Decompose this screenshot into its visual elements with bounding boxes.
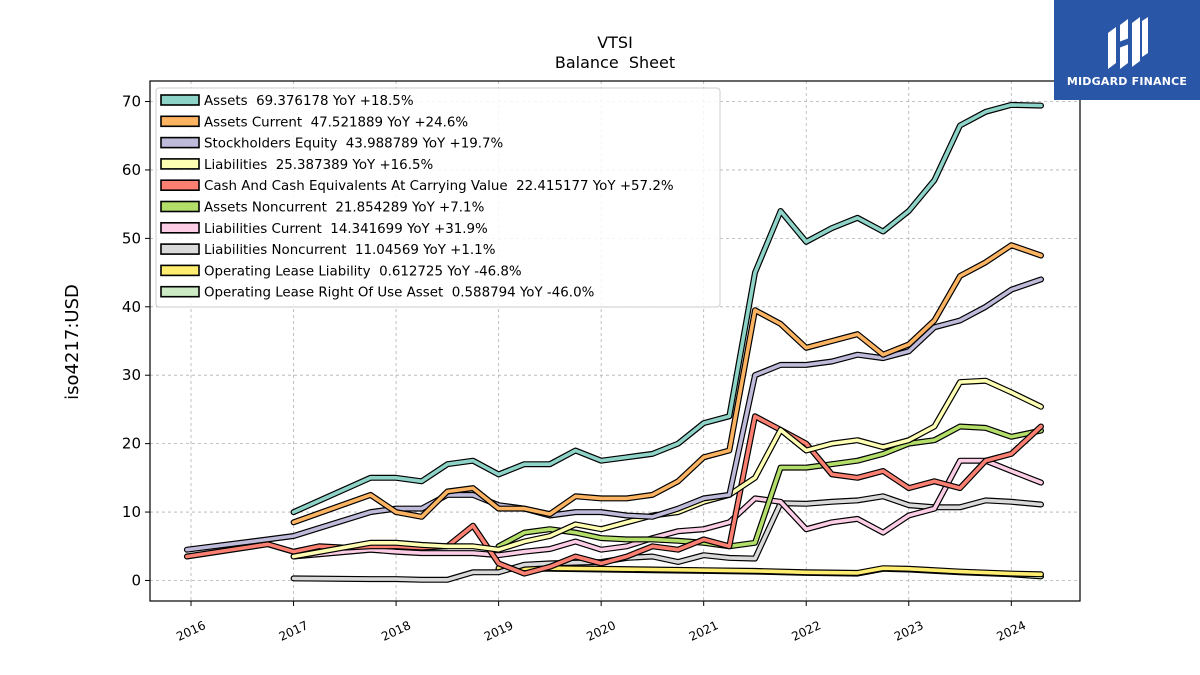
y-tick-label: 0 (131, 571, 141, 589)
legend-label: Stockholders Equity 43.988789 YoY +19.7% (204, 137, 503, 152)
legend-swatch (160, 200, 200, 213)
legend-item: Stockholders Equity 43.988789 YoY +19.7% (160, 136, 503, 152)
legend-swatch (160, 222, 200, 234)
series-line (290, 101, 1044, 516)
series-line-outline (290, 377, 1044, 560)
legend-swatch (160, 94, 200, 106)
chart-title: VTSI (597, 33, 633, 52)
x-tick-label: 2022 (789, 618, 823, 644)
series-line (183, 413, 1044, 577)
y-tick-label: 10 (122, 503, 141, 521)
series-line (290, 242, 1044, 526)
series-line-stroke (496, 566, 1043, 577)
y-axis-label: iso4217:USD (62, 284, 83, 400)
legend-label: Assets Noncurrent 21.854289 YoY +7.1% (204, 201, 484, 216)
x-tick-label: 2019 (482, 618, 516, 644)
series-line-stroke (291, 243, 1043, 525)
chart-subtitle: Balance Sheet (555, 53, 675, 72)
series-line-stroke (291, 458, 1043, 559)
legend-item: Liabilities Current 14.341699 YoY +31.9% (160, 222, 488, 237)
series-line-stroke (185, 414, 1043, 576)
legend-swatch (160, 264, 200, 277)
legend-swatch (160, 285, 200, 298)
logo-text: MIDGARD FINANCE (1066, 74, 1188, 88)
legend-label: Assets 69.376178 YoY +18.5% (204, 94, 414, 109)
midgard-logo-icon (1108, 16, 1148, 69)
legend-label: Assets Current 47.521889 YoY +24.6% (204, 115, 468, 130)
x-tick-label: 2020 (584, 618, 618, 644)
legend-swatch (160, 115, 200, 128)
x-tick-label: 2023 (892, 618, 926, 644)
legend-swatch (160, 158, 200, 170)
legend-label: Operating Lease Right Of Use Asset 0.588… (204, 286, 594, 301)
series-line-stroke (496, 424, 1043, 549)
series-line (290, 457, 1044, 560)
legend-swatch (160, 136, 200, 149)
legend-item: Operating Lease Right Of Use Asset 0.588… (160, 285, 594, 301)
legend-label: Liabilities Noncurrent 11.04569 YoY +1.1… (204, 243, 495, 258)
legend-swatch (160, 179, 200, 191)
series-line (495, 565, 1044, 578)
series-line-stroke (291, 494, 1043, 582)
legend-label: Cash And Cash Equivalents At Carrying Va… (204, 179, 674, 194)
series-line-stroke (291, 103, 1043, 514)
legend-item: Cash And Cash Equivalents At Carrying Va… (160, 179, 674, 194)
y-tick-label: 70 (122, 93, 141, 111)
legend-item: Liabilities 25.387389 YoY +16.5% (160, 158, 433, 173)
legend-item: Assets Current 47.521889 YoY +24.6% (160, 115, 468, 130)
series-line-stroke (291, 378, 1043, 559)
midgard-finance-logo: MIDGARD FINANCE (1054, 0, 1200, 100)
y-tick-label: 50 (122, 229, 141, 247)
series-layer (183, 101, 1044, 583)
legend-item: Assets 69.376178 YoY +18.5% (160, 94, 414, 109)
x-tick-label: 2024 (995, 618, 1029, 644)
legend-swatch (160, 243, 200, 255)
y-tick-label: 20 (122, 435, 141, 453)
legend-item: Assets Noncurrent 21.854289 YoY +7.1% (160, 200, 484, 216)
x-tick-label: 2018 (379, 618, 413, 644)
series-line (290, 377, 1044, 560)
series-line (183, 276, 1044, 553)
y-tick-label: 30 (122, 366, 141, 384)
x-tick-label: 2021 (687, 618, 721, 644)
series-line (495, 423, 1044, 550)
legend-item: Liabilities Noncurrent 11.04569 YoY +1.1… (160, 243, 495, 258)
plot-frame (149, 80, 1081, 602)
legend-label: Operating Lease Liability 0.612725 YoY -… (204, 264, 522, 279)
x-tick-label: 2016 (174, 618, 208, 644)
legend: Assets 69.376178 YoY +18.5% Assets Curren… (155, 87, 721, 308)
series-line-stroke (185, 277, 1043, 552)
legend-box (155, 87, 721, 308)
legend-label: Liabilities Current 14.341699 YoY +31.9% (204, 222, 488, 237)
x-tick-label: 2017 (277, 618, 311, 644)
legend-label: Liabilities 25.387389 YoY +16.5% (204, 158, 433, 173)
legend-item: Operating Lease Liability 0.612725 YoY -… (160, 264, 522, 279)
series-line (290, 493, 1044, 583)
y-tick-label: 60 (122, 161, 141, 179)
y-tick-label: 40 (122, 298, 141, 316)
series-line-outline (183, 276, 1044, 553)
